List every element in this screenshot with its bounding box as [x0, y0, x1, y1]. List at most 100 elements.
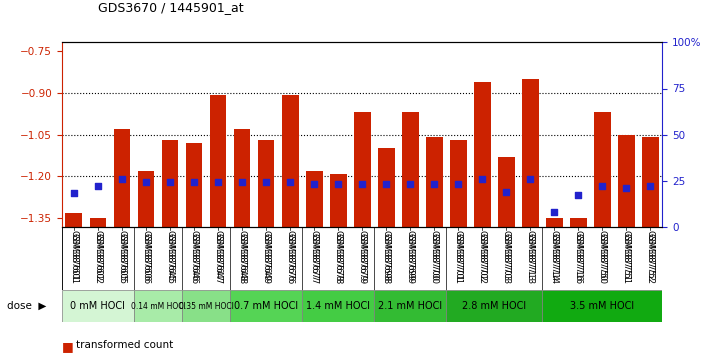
- Text: 3.5 mM HOCl: 3.5 mM HOCl: [570, 301, 635, 311]
- Bar: [546, 218, 563, 227]
- Text: GSM387647: GSM387647: [213, 230, 223, 281]
- Text: GSM387713: GSM387713: [526, 233, 535, 284]
- Point: [188, 179, 199, 185]
- Bar: [66, 213, 82, 227]
- Bar: [90, 218, 106, 227]
- Text: GSM387646: GSM387646: [189, 230, 199, 281]
- Text: GSM387606: GSM387606: [141, 233, 151, 284]
- Text: GSM387646: GSM387646: [189, 233, 199, 284]
- Point: [236, 179, 248, 185]
- Bar: [402, 112, 419, 227]
- Text: GSM387700: GSM387700: [430, 233, 439, 284]
- Text: GSM387699: GSM387699: [405, 230, 415, 281]
- Point: [572, 193, 584, 198]
- Point: [309, 181, 320, 187]
- Bar: [114, 129, 130, 227]
- Bar: [162, 140, 178, 227]
- Text: GSM387676: GSM387676: [285, 230, 295, 281]
- Bar: [186, 143, 202, 227]
- Text: GSM387679: GSM387679: [357, 230, 367, 281]
- Text: 0.14 mM HOCl: 0.14 mM HOCl: [130, 302, 186, 311]
- Bar: [230, 290, 302, 322]
- Point: [332, 181, 344, 187]
- Text: GSM387602: GSM387602: [93, 233, 103, 284]
- Bar: [374, 290, 446, 322]
- Text: GSM387602: GSM387602: [93, 230, 103, 281]
- Text: GSM387677: GSM387677: [309, 230, 319, 281]
- Text: 2.1 mM HOCl: 2.1 mM HOCl: [378, 301, 443, 311]
- Point: [357, 181, 368, 187]
- Bar: [258, 140, 274, 227]
- Bar: [210, 96, 226, 227]
- Point: [453, 181, 464, 187]
- Point: [597, 183, 609, 189]
- Text: GSM387678: GSM387678: [333, 230, 343, 281]
- Text: GSM387678: GSM387678: [333, 233, 343, 284]
- Text: GSM387649: GSM387649: [261, 230, 271, 281]
- Text: GSM387750: GSM387750: [598, 233, 607, 284]
- Text: GDS3670 / 1445901_at: GDS3670 / 1445901_at: [98, 1, 244, 14]
- Point: [405, 181, 416, 187]
- Text: GSM387702: GSM387702: [478, 233, 487, 284]
- Bar: [446, 290, 542, 322]
- Bar: [542, 290, 662, 322]
- Text: GSM387601: GSM387601: [69, 230, 79, 281]
- Point: [645, 183, 657, 189]
- Text: ■: ■: [62, 340, 74, 353]
- Text: 2.8 mM HOCl: 2.8 mM HOCl: [462, 301, 526, 311]
- Text: GSM387752: GSM387752: [646, 230, 655, 281]
- Text: GSM387702: GSM387702: [478, 230, 487, 281]
- Text: GSM387648: GSM387648: [237, 233, 247, 284]
- Text: GSM387703: GSM387703: [502, 230, 511, 281]
- Text: GSM387645: GSM387645: [165, 230, 175, 281]
- Text: GSM387751: GSM387751: [622, 233, 631, 284]
- Text: GSM387701: GSM387701: [454, 233, 463, 284]
- Text: GSM387606: GSM387606: [141, 230, 151, 281]
- Text: GSM387699: GSM387699: [405, 233, 415, 284]
- Point: [140, 179, 152, 185]
- Text: GSM387751: GSM387751: [622, 230, 631, 281]
- Point: [501, 189, 513, 194]
- Text: 0.35 mM HOCl: 0.35 mM HOCl: [178, 302, 234, 311]
- Point: [165, 179, 176, 185]
- Bar: [498, 157, 515, 227]
- Point: [261, 179, 272, 185]
- Bar: [182, 290, 230, 322]
- Text: GSM387703: GSM387703: [502, 233, 511, 284]
- Text: GSM387713: GSM387713: [526, 230, 535, 281]
- Text: GSM387700: GSM387700: [430, 230, 439, 281]
- Bar: [594, 112, 611, 227]
- Bar: [134, 290, 182, 322]
- Text: GSM387676: GSM387676: [285, 233, 295, 284]
- Text: GSM387716: GSM387716: [574, 230, 583, 281]
- Bar: [234, 129, 250, 227]
- Bar: [570, 218, 587, 227]
- Point: [213, 179, 224, 185]
- Text: GSM387605: GSM387605: [117, 230, 127, 281]
- Point: [92, 183, 104, 189]
- Point: [549, 209, 561, 215]
- Point: [284, 179, 296, 185]
- Text: GSM387648: GSM387648: [237, 230, 247, 281]
- Text: GSM387714: GSM387714: [550, 230, 559, 281]
- Text: GSM387677: GSM387677: [309, 233, 319, 284]
- Text: GSM387698: GSM387698: [381, 233, 391, 284]
- Point: [381, 181, 392, 187]
- Text: GSM387649: GSM387649: [261, 233, 271, 284]
- Text: GSM387645: GSM387645: [165, 233, 175, 284]
- Point: [477, 176, 488, 182]
- Text: 0.7 mM HOCl: 0.7 mM HOCl: [234, 301, 298, 311]
- Text: 1.4 mM HOCl: 1.4 mM HOCl: [306, 301, 370, 311]
- Point: [524, 176, 536, 182]
- Text: GSM387701: GSM387701: [454, 230, 463, 281]
- Bar: [474, 81, 491, 227]
- Bar: [330, 173, 347, 227]
- Bar: [354, 112, 371, 227]
- Bar: [62, 290, 134, 322]
- Bar: [522, 79, 539, 227]
- Point: [68, 190, 80, 196]
- Bar: [138, 171, 154, 227]
- Bar: [618, 135, 635, 227]
- Text: GSM387601: GSM387601: [69, 233, 79, 284]
- Bar: [642, 137, 659, 227]
